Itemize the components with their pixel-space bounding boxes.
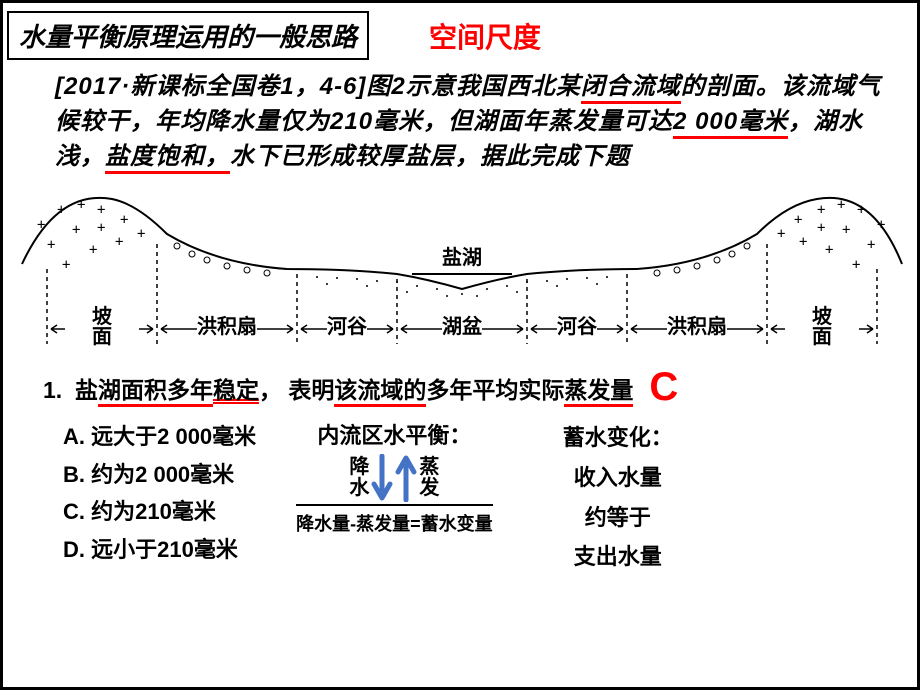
passage-text: [2017·新课标全国卷1，4-6]图2示意我国西北某闭合流域的剖面。该流域气候… — [3, 60, 917, 174]
svg-text:+: + — [89, 242, 97, 258]
svg-text:+: + — [137, 226, 145, 242]
cross-section-diagram: ++++ ++++ ++++ ++++ ++++ ++++ — [3, 174, 917, 359]
svg-text:河谷: 河谷 — [327, 315, 368, 338]
svg-text:+: + — [57, 202, 65, 218]
svg-text:+: + — [817, 202, 825, 218]
svg-text:+: + — [817, 220, 825, 236]
option-d: D. 远小于210毫米 — [63, 531, 256, 568]
svg-text:+: + — [852, 257, 860, 273]
svg-text:盐湖: 盐湖 — [442, 246, 482, 269]
svg-text:湖盆: 湖盆 — [442, 314, 483, 338]
svg-text:面: 面 — [812, 326, 832, 348]
water-balance-box: 内流区水平衡： 降 水 蒸 发 降水量-蒸发量=蓄水变量 — [296, 418, 493, 576]
svg-text:+: + — [877, 217, 885, 233]
svg-text:+: + — [857, 202, 865, 218]
svg-text:+: + — [794, 212, 802, 228]
scale-label: 空间尺度 — [429, 16, 541, 56]
svg-text:+: + — [867, 237, 875, 253]
svg-text:+: + — [72, 222, 80, 238]
svg-text:+: + — [837, 197, 845, 213]
svg-text:+: + — [47, 237, 55, 253]
svg-text:坡: 坡 — [812, 305, 833, 328]
svg-text:+: + — [842, 222, 850, 238]
svg-text:+: + — [97, 220, 105, 236]
option-a: A. 远大于2 000毫米 — [63, 418, 256, 455]
svg-text:+: + — [120, 212, 128, 228]
answer-options: A. 远大于2 000毫米 B. 约为2 000毫米 C. 约为210毫米 D.… — [63, 418, 256, 576]
up-arrow-icon — [395, 454, 417, 502]
svg-text:+: + — [37, 217, 45, 233]
answer-letter: C — [649, 365, 678, 410]
down-arrow-icon — [371, 454, 393, 502]
svg-text:+: + — [62, 257, 70, 273]
svg-text:+: + — [115, 234, 123, 250]
page-title: 水量平衡原理运用的一般思路 — [7, 11, 369, 60]
svg-text:洪积扇: 洪积扇 — [197, 314, 257, 338]
svg-text:洪积扇: 洪积扇 — [667, 314, 727, 338]
svg-text:+: + — [97, 202, 105, 218]
storage-change-box: 蓄水变化： 收入水量 约等于 支出水量 — [563, 418, 673, 576]
svg-text:坡: 坡 — [92, 305, 113, 328]
svg-text:+: + — [825, 242, 833, 258]
option-b: B. 约为2 000毫米 — [63, 456, 256, 493]
svg-text:河谷: 河谷 — [557, 315, 598, 338]
option-c: C. 约为210毫米 — [63, 493, 256, 530]
svg-text:+: + — [77, 197, 85, 213]
svg-text:+: + — [777, 226, 785, 242]
svg-text:+: + — [799, 234, 807, 250]
svg-text:面: 面 — [92, 326, 112, 348]
question-row: 1. 盐湖面积多年稳定， 表明该流域的多年平均实际蒸发量 C — [3, 359, 917, 410]
